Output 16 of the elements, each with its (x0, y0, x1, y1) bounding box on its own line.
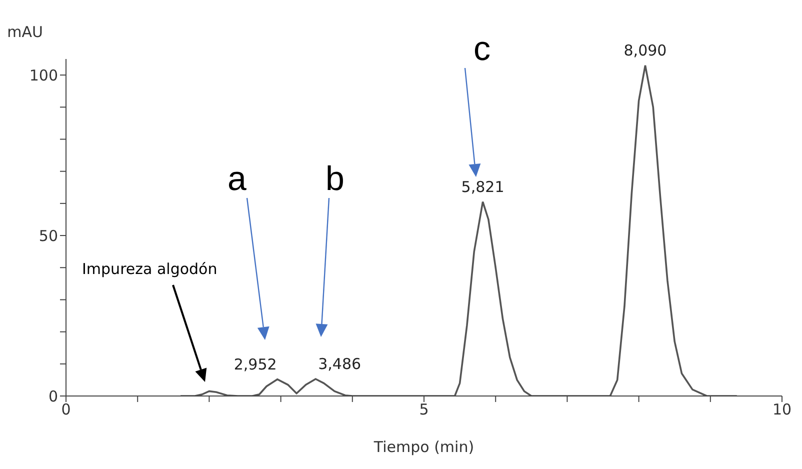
y-axis-title: mAU (7, 23, 43, 41)
annotation: 5,821 (461, 178, 504, 196)
x-tick-label: 0 (61, 400, 71, 419)
annotation: 3,486 (318, 354, 362, 373)
x-tick-label: 5 (419, 400, 429, 419)
x-axis-title: Tiempo (min) (372, 438, 474, 456)
annotation: b (326, 160, 344, 198)
annotation: c (474, 30, 490, 68)
y-tick-label: 0 (48, 387, 58, 406)
y-tick-label: 100 (29, 66, 58, 84)
annotation: 8,090 (624, 41, 667, 60)
annotation: 2,952 (234, 355, 277, 374)
annotation: a (228, 160, 247, 198)
annotation: Impureza algodón (82, 260, 218, 278)
x-tick-label: 10 (772, 400, 792, 419)
y-tick-label: 50 (38, 226, 58, 245)
